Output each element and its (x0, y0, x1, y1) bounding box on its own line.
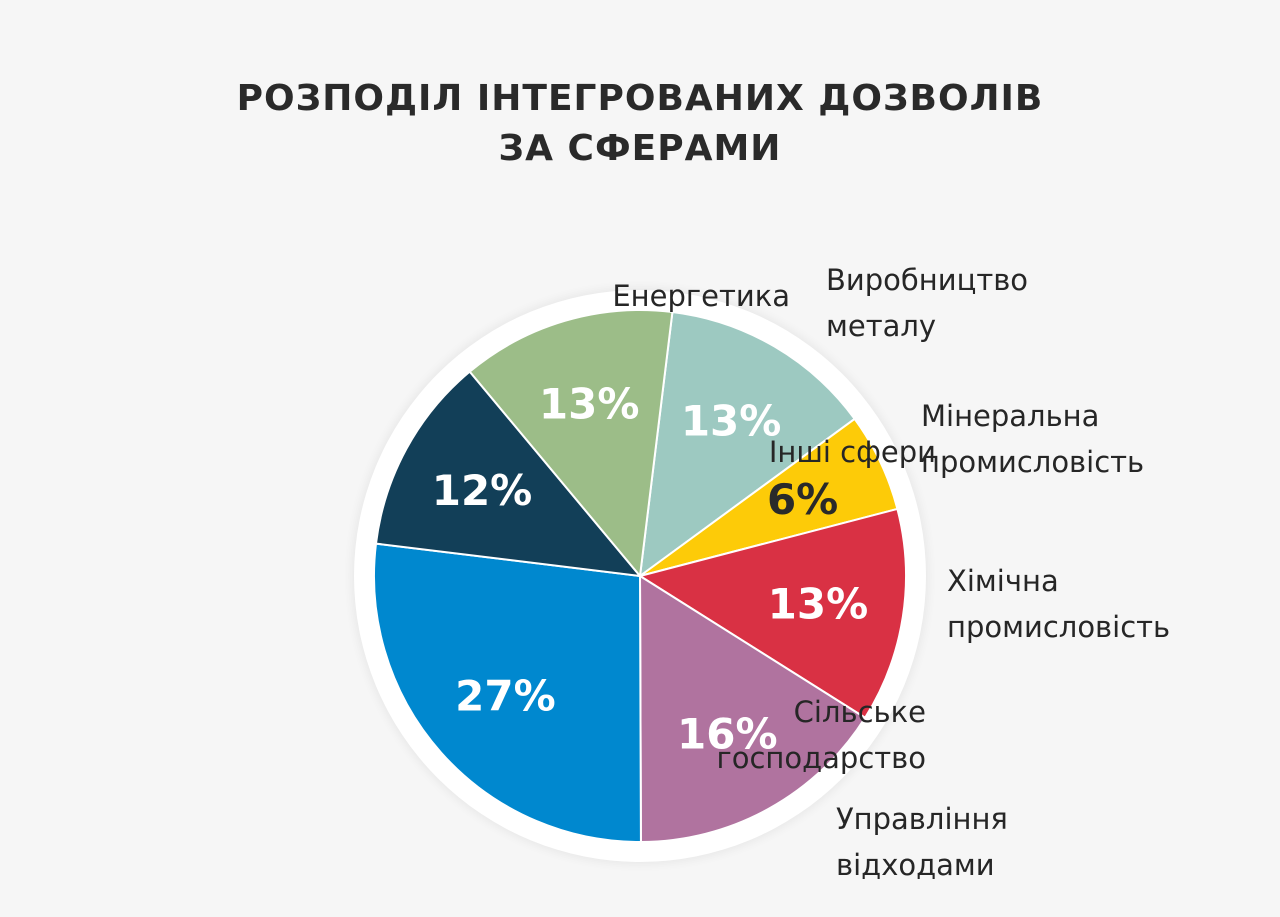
pie-slice-percent-label: 13% (539, 379, 640, 428)
pie-percent-labels: 13%6%13%16%27%12%13% (432, 379, 868, 758)
pie-slice-category-label: Хімічна промисловість (947, 558, 1170, 650)
pie-slice-percent-label: 13% (768, 580, 869, 629)
pie-slice-category-label: Інші сфери (769, 429, 936, 475)
pie-slice (638, 310, 857, 579)
category-label-line: Виробництво (826, 263, 1029, 297)
pie-slice-percent-label: 6% (767, 475, 838, 524)
category-label-line: промисловість (947, 610, 1171, 644)
category-label-line: відходами (836, 848, 995, 882)
pie-slice-category-label: Виробництво металу (826, 257, 1028, 349)
category-label-line: господарство (716, 741, 926, 775)
pie-slices (373, 309, 908, 844)
pie-slice-percent-label: 27% (455, 672, 556, 721)
pie-slice-percent-label: 12% (432, 466, 533, 515)
chart-title-line-2: ЗА СФЕРАМИ (498, 128, 782, 169)
pie-slice (637, 507, 908, 720)
category-label-line: Мінеральна (921, 399, 1100, 433)
pie-slice-percent-label: 16% (677, 709, 778, 758)
pie-slice (374, 370, 643, 578)
pie-slice-category-label: Управління відходами (836, 796, 1008, 888)
pie-slice (373, 542, 642, 844)
category-label-line: Сільське (793, 695, 926, 729)
pie-slice (468, 309, 674, 579)
category-label-line: Інші сфери (768, 435, 936, 469)
category-label-line: металу (826, 309, 937, 343)
pie-slice (638, 574, 867, 844)
pie-slice-category-label: Мінеральна промисловість (921, 393, 1144, 485)
category-label-line: Енергетика (612, 279, 790, 313)
category-label-line: промисловість (921, 445, 1145, 479)
chart-title-line-1: РОЗПОДІЛ ІНТЕГРОВАНИХ ДОЗВОЛІВ (236, 78, 1044, 119)
pie-slice-percent-label: 13% (681, 397, 782, 446)
pie-slice-category-label: Сільське господарство (716, 689, 926, 781)
pie-slice-category-label: Енергетика (612, 273, 790, 319)
category-label-line: Хімічна (947, 564, 1059, 598)
chart-title: РОЗПОДІЛ ІНТЕГРОВАНИХ ДОЗВОЛІВ ЗА СФЕРАМ… (0, 74, 1280, 174)
category-label-line: Управління (836, 802, 1008, 836)
